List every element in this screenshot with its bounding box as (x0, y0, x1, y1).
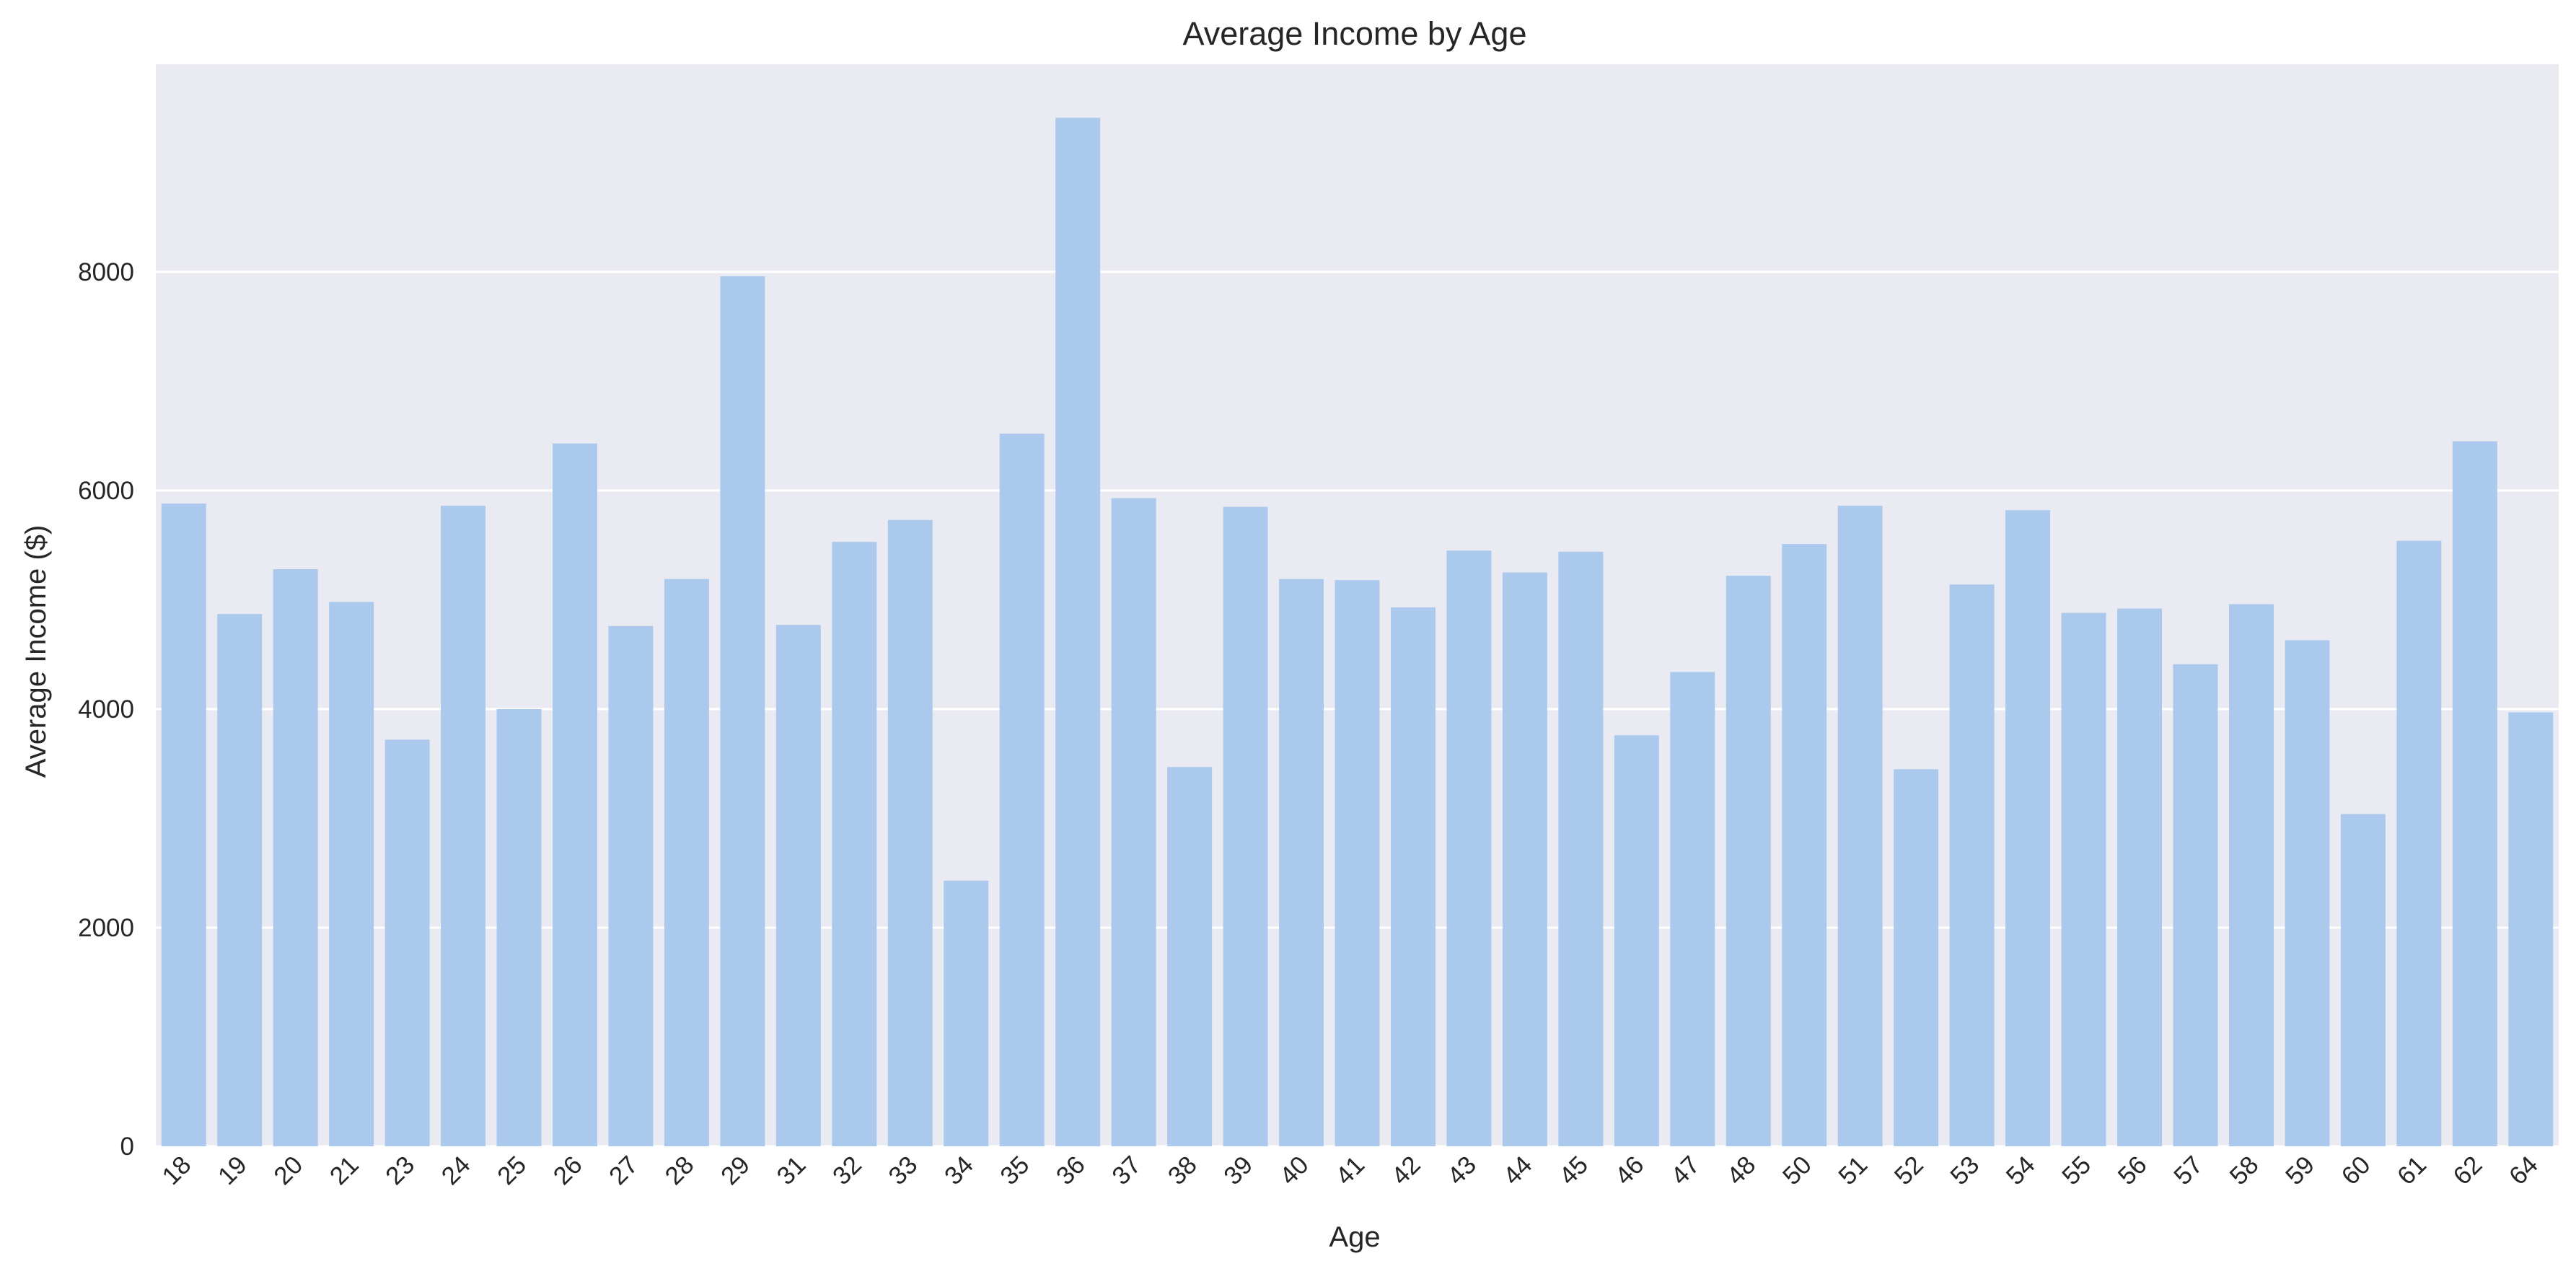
bar-age-40 (1279, 579, 1324, 1146)
bar-age-43 (1446, 550, 1492, 1146)
x-tick-label: 34 (939, 1151, 979, 1190)
bar-age-62 (2452, 441, 2497, 1146)
bar-age-32 (832, 542, 877, 1146)
bar-age-34 (944, 880, 989, 1146)
x-tick-label: 54 (2001, 1151, 2041, 1190)
x-tick-label: 18 (157, 1151, 196, 1190)
x-tick-label: 39 (1218, 1151, 1258, 1190)
x-tick-label: 55 (2057, 1151, 2096, 1190)
bar-age-31 (775, 625, 821, 1146)
y-tick-label: 0 (120, 1133, 134, 1161)
bar-age-45 (1558, 551, 1604, 1146)
x-tick-label: 42 (1386, 1151, 1426, 1190)
bar-age-50 (1782, 544, 1827, 1146)
x-tick-label: 51 (1833, 1151, 1873, 1190)
x-tick-label: 62 (2448, 1151, 2487, 1190)
bar-age-56 (2117, 608, 2162, 1146)
x-tick-label: 61 (2392, 1151, 2432, 1190)
x-tick-label: 41 (1330, 1151, 1370, 1190)
bar-age-51 (1837, 506, 1883, 1146)
bar-age-37 (1111, 498, 1156, 1146)
bar-age-42 (1390, 607, 1436, 1146)
bar-age-58 (2228, 604, 2274, 1146)
bar-age-19 (217, 614, 263, 1146)
x-tick-label: 48 (1721, 1151, 1761, 1190)
bar-age-21 (329, 602, 374, 1146)
bar-age-33 (887, 519, 933, 1146)
x-tick-label: 28 (659, 1151, 699, 1190)
x-tick-label: 29 (716, 1151, 755, 1190)
bar-age-23 (384, 739, 430, 1146)
y-tick-label: 6000 (78, 477, 134, 505)
x-tick-label: 59 (2280, 1151, 2320, 1190)
bar-age-29 (720, 276, 765, 1146)
x-tick-label: 47 (1666, 1151, 1705, 1190)
x-tick-label: 52 (1889, 1151, 1929, 1190)
x-tick-label: 64 (2504, 1151, 2544, 1190)
x-tick-label: 57 (2168, 1151, 2208, 1190)
x-tick-label: 27 (604, 1151, 643, 1190)
bar-age-54 (2005, 510, 2051, 1146)
x-tick-label: 25 (492, 1151, 532, 1190)
y-tick-label: 2000 (78, 914, 134, 942)
bar-age-61 (2396, 540, 2442, 1146)
bar-age-64 (2508, 712, 2554, 1146)
x-tick-label: 44 (1498, 1151, 1537, 1190)
bar-age-20 (273, 569, 318, 1146)
x-tick-label: 50 (1777, 1151, 1817, 1190)
x-tick-label: 21 (325, 1151, 364, 1190)
x-tick-label: 36 (1051, 1151, 1091, 1190)
x-axis-ticks: 18 19 20 21 23 24 25 26 27 28 29 31 32 33 34 35 36 37 38 39… (157, 1151, 2544, 1190)
x-tick-label: 56 (2113, 1151, 2153, 1190)
bar-age-55 (2061, 612, 2106, 1146)
bar-age-53 (1949, 584, 1995, 1146)
bar-age-38 (1167, 767, 1213, 1146)
x-tick-label: 24 (436, 1151, 476, 1190)
y-axis-ticks: 0 2000 4000 6000 8000 (78, 258, 134, 1161)
x-tick-label: 23 (380, 1151, 420, 1190)
bar-age-60 (2340, 814, 2386, 1146)
bar-age-24 (441, 506, 486, 1146)
x-tick-label: 58 (2224, 1151, 2264, 1190)
x-tick-label: 40 (1275, 1151, 1314, 1190)
x-tick-label: 60 (2336, 1151, 2375, 1190)
bar-age-44 (1502, 572, 1547, 1146)
x-tick-label: 53 (1945, 1151, 1984, 1190)
bar-age-27 (608, 625, 654, 1146)
bar-age-18 (161, 504, 206, 1146)
x-tick-label: 32 (827, 1151, 867, 1190)
y-axis-label: Average Income ($) (20, 525, 52, 778)
x-tick-label: 45 (1554, 1151, 1593, 1190)
x-tick-label: 31 (771, 1151, 811, 1190)
y-tick-label: 4000 (78, 695, 134, 724)
x-tick-label: 38 (1163, 1151, 1203, 1190)
x-tick-label: 33 (883, 1151, 923, 1190)
x-tick-label: 46 (1609, 1151, 1649, 1190)
bar-age-57 (2173, 664, 2218, 1146)
bar-age-47 (1670, 672, 1715, 1146)
bar-age-46 (1614, 735, 1659, 1146)
y-tick-label: 8000 (78, 258, 134, 286)
chart-title: Average Income by Age (1183, 15, 1527, 52)
x-tick-label: 26 (548, 1151, 588, 1190)
x-tick-label: 20 (268, 1151, 308, 1190)
x-tick-label: 19 (213, 1151, 252, 1190)
x-tick-label: 43 (1442, 1151, 1482, 1190)
x-axis-label: Age (1329, 1221, 1380, 1253)
bar-age-26 (553, 443, 597, 1146)
bar-age-28 (664, 579, 709, 1146)
bar-age-36 (1055, 118, 1101, 1146)
x-tick-label: 35 (995, 1151, 1034, 1190)
bar-age-59 (2285, 640, 2330, 1146)
bar-age-41 (1335, 580, 1380, 1146)
bar-age-39 (1223, 506, 1268, 1146)
bar-age-35 (999, 434, 1045, 1146)
bars (161, 118, 2554, 1146)
bar-age-25 (496, 708, 542, 1146)
bar-age-52 (1894, 769, 1939, 1146)
x-tick-label: 37 (1107, 1151, 1146, 1190)
bar-age-48 (1726, 576, 1771, 1146)
